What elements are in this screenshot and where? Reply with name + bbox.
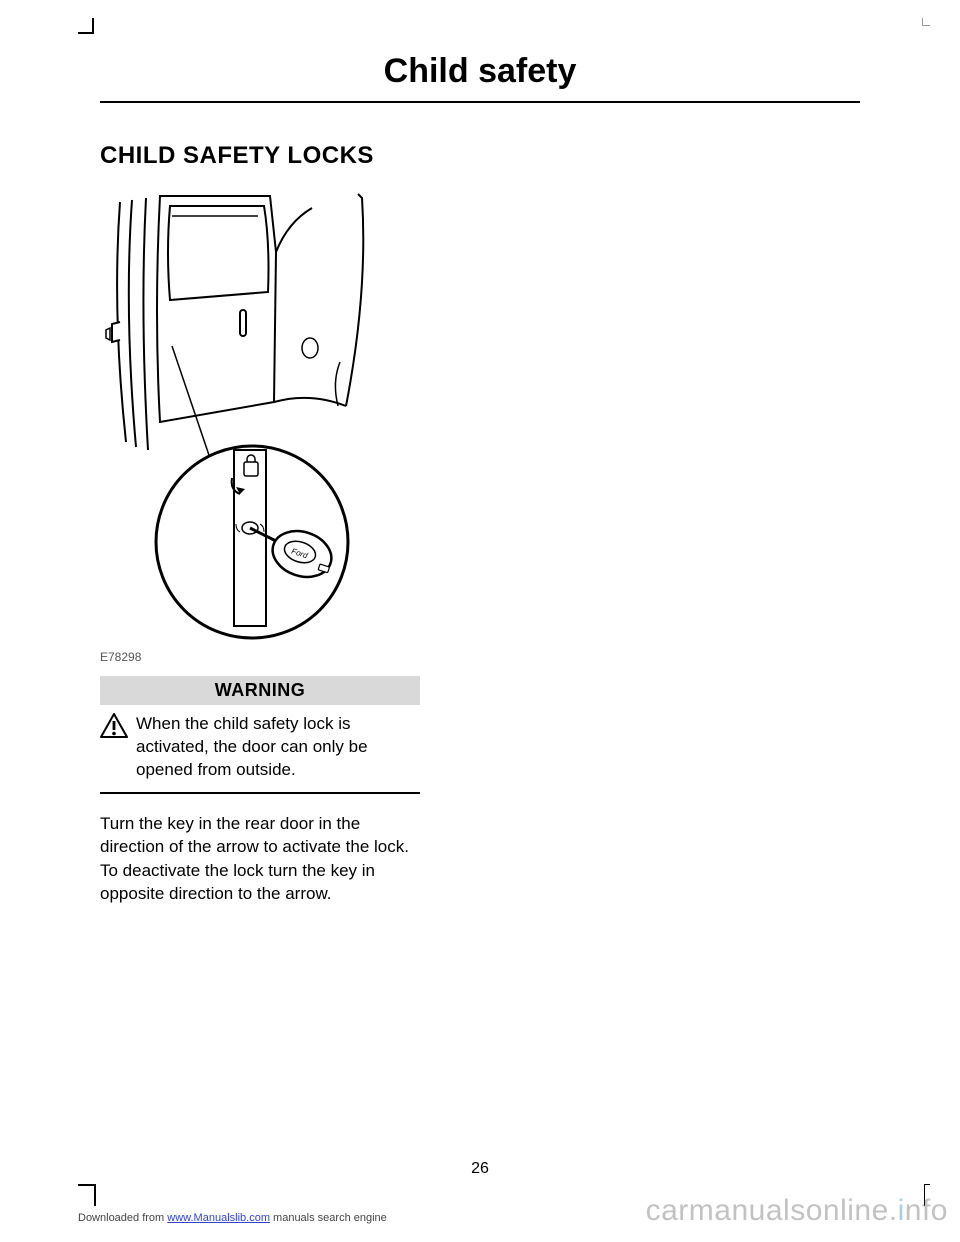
crop-mark-bottom-left: [78, 1184, 96, 1206]
warning-body: When the child safety lock is activated,…: [100, 705, 420, 782]
illustration-code: E78298: [100, 650, 141, 664]
page-header: Child safety: [100, 52, 860, 103]
watermark-i: i: [898, 1194, 905, 1227]
download-prefix: Downloaded from: [78, 1212, 167, 1224]
crop-mark-top-left: [78, 18, 94, 34]
page-title: Child safety: [100, 52, 860, 91]
warning-rule: [100, 792, 420, 794]
header-rule: [100, 101, 860, 103]
text-column: WARNING When the child safety lock is ac…: [100, 676, 420, 906]
download-suffix: manuals search engine: [270, 1212, 387, 1224]
warning-text: When the child safety lock is activated,…: [136, 713, 420, 782]
download-link[interactable]: www.Manualslib.com: [167, 1212, 270, 1224]
watermark: carmanualsonline.info: [646, 1194, 948, 1228]
page-number: 26: [0, 1160, 960, 1178]
section-heading: CHILD SAFETY LOCKS: [100, 142, 374, 170]
watermark-main: carmanualsonline.: [646, 1194, 898, 1227]
download-attribution: Downloaded from www.Manualslib.com manua…: [78, 1212, 387, 1224]
warning-heading: WARNING: [100, 676, 420, 705]
instruction-paragraph: Turn the key in the rear door in the dir…: [100, 812, 420, 906]
warning-icon: [100, 713, 130, 746]
door-lock-illustration: Ford: [100, 192, 400, 642]
manual-page: Child safety CHILD SAFETY LOCKS: [0, 0, 960, 1242]
crop-mark-top-right: [922, 18, 930, 26]
watermark-end: nfo: [905, 1194, 948, 1227]
